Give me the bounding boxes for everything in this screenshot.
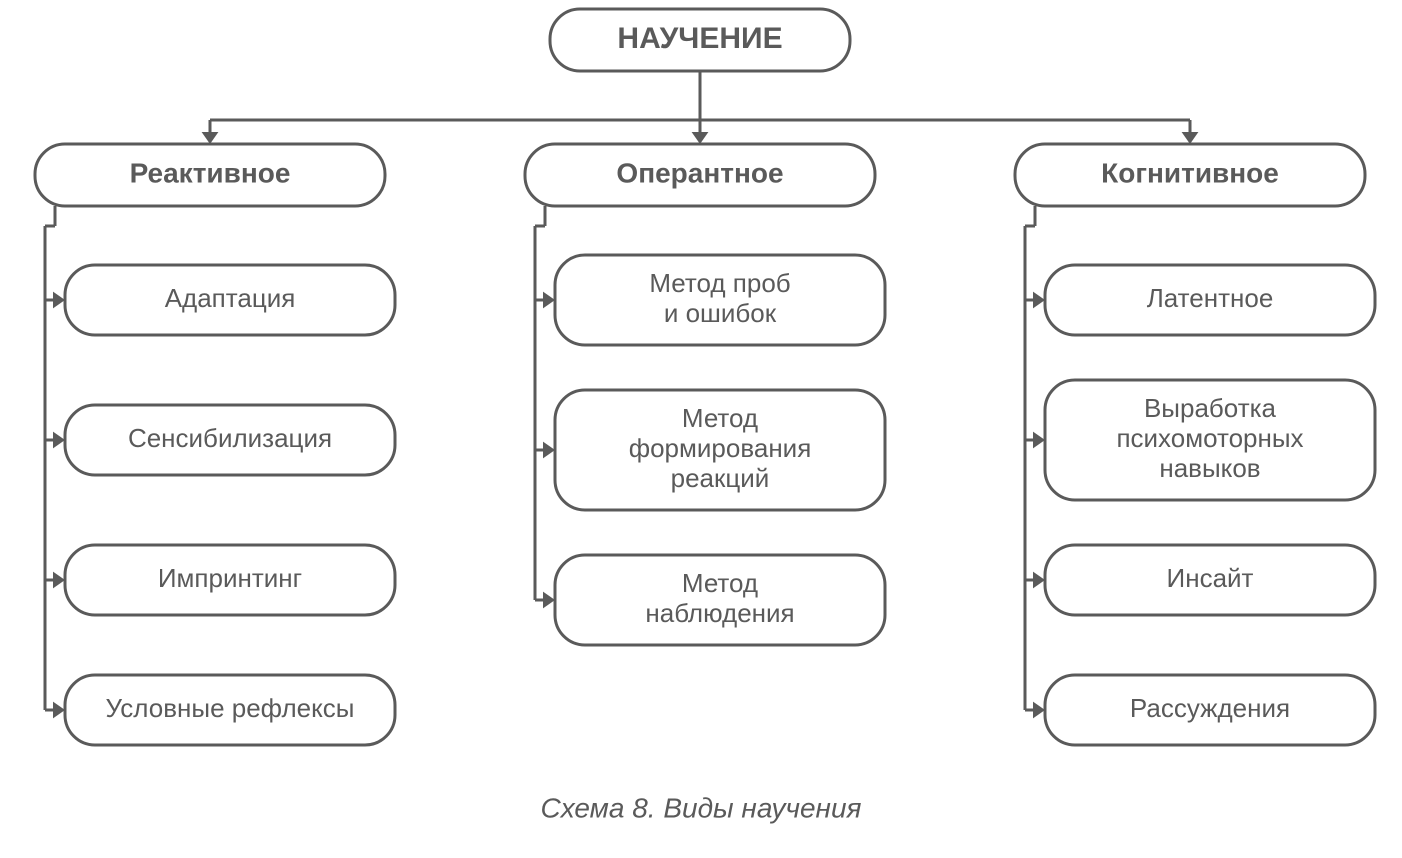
arrowhead-right-icon [53, 292, 65, 309]
node-l22: Методформированияреакций [555, 390, 885, 510]
node-label: Метод [682, 403, 758, 433]
node-label: НАУЧЕНИЕ [617, 22, 782, 55]
arrowhead-down-icon [692, 132, 709, 144]
node-l33: Инсайт [1045, 545, 1375, 615]
node-label: формирования [629, 433, 812, 463]
node-label: навыков [1159, 453, 1260, 483]
arrowhead-right-icon [543, 592, 555, 609]
node-l12: Сенсибилизация [65, 405, 395, 475]
node-root: НАУЧЕНИЕ [550, 9, 850, 71]
diagram-caption: Схема 8. Виды научения [540, 792, 861, 823]
node-label: Латентное [1147, 283, 1274, 313]
node-c3: Когнитивное [1015, 144, 1365, 206]
node-label: Адаптация [165, 283, 296, 313]
node-label: Метод проб [649, 268, 790, 298]
arrowhead-down-icon [202, 132, 219, 144]
node-label: Реактивное [130, 157, 291, 188]
node-label: и ошибок [664, 298, 777, 328]
node-label: Условные рефлексы [106, 693, 355, 723]
node-l13: Импринтинг [65, 545, 395, 615]
arrowhead-right-icon [1033, 432, 1045, 449]
node-label: Сенсибилизация [128, 423, 332, 453]
node-label: Выработка [1144, 393, 1277, 423]
node-label: Инсайт [1167, 563, 1254, 593]
node-l32: Выработкапсихомоторныхнавыков [1045, 380, 1375, 500]
node-label: Когнитивное [1101, 157, 1279, 188]
arrowhead-right-icon [1033, 572, 1045, 589]
node-l14: Условные рефлексы [65, 675, 395, 745]
node-c1: Реактивное [35, 144, 385, 206]
arrowhead-down-icon [1182, 132, 1199, 144]
arrowhead-right-icon [1033, 292, 1045, 309]
arrowhead-right-icon [53, 432, 65, 449]
arrowhead-right-icon [543, 442, 555, 459]
node-c2: Оперантное [525, 144, 875, 206]
node-l31: Латентное [1045, 265, 1375, 335]
node-label: наблюдения [645, 598, 794, 628]
node-l21: Метод проби ошибок [555, 255, 885, 345]
node-l34: Рассуждения [1045, 675, 1375, 745]
node-label: Импринтинг [158, 563, 302, 593]
diagram-canvas: НАУЧЕНИЕ Реактивное Оперантное Когнитивное А… [0, 0, 1402, 858]
arrowhead-right-icon [1033, 702, 1045, 719]
node-label: реакций [671, 463, 770, 493]
node-label: психомоторных [1116, 423, 1303, 453]
node-label: Оперантное [616, 157, 783, 188]
node-l23: Методнаблюдения [555, 555, 885, 645]
node-l11: Адаптация [65, 265, 395, 335]
node-label: Метод [682, 568, 758, 598]
arrowhead-right-icon [53, 572, 65, 589]
arrowhead-right-icon [543, 292, 555, 309]
arrowhead-right-icon [53, 702, 65, 719]
node-label: Рассуждения [1130, 693, 1290, 723]
